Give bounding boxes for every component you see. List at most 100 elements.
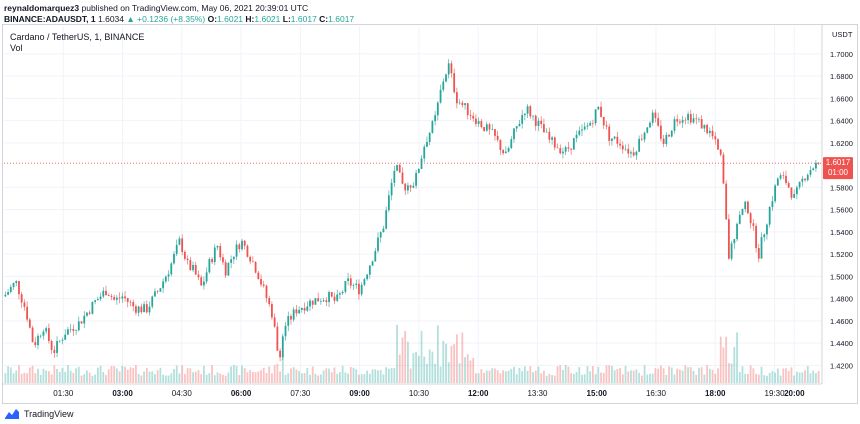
- volume-bar: [72, 372, 75, 383]
- candle-body: [510, 139, 513, 149]
- volume-bar: [325, 368, 328, 383]
- volume-legend[interactable]: Vol: [10, 43, 23, 53]
- open-value: 1.6021: [217, 14, 244, 24]
- candle-body: [499, 139, 502, 151]
- candle-body: [200, 277, 203, 286]
- candle-body: [382, 228, 385, 233]
- candle-body: [371, 261, 374, 266]
- candle-body: [591, 123, 594, 124]
- volume-bar: [776, 368, 779, 383]
- volume-bar: [668, 366, 670, 383]
- candle-body: [393, 170, 396, 183]
- candle-body: [787, 183, 790, 188]
- candle-body: [12, 282, 15, 288]
- volume-bar: [477, 373, 480, 383]
- volume-bar: [67, 365, 69, 383]
- volume-bar: [12, 373, 15, 383]
- candle-body: [779, 175, 782, 179]
- candle-countdown: 01:00: [828, 168, 849, 177]
- candle-body: [815, 162, 817, 169]
- volume-bar: [494, 368, 496, 383]
- volume-bar: [812, 370, 815, 383]
- candle-body: [363, 279, 366, 285]
- volume-bar: [143, 371, 145, 383]
- volume-bar: [311, 366, 314, 383]
- volume-bar: [439, 366, 442, 383]
- candle-body: [156, 291, 159, 293]
- candle-body: [107, 295, 110, 296]
- candle-body: [766, 224, 768, 235]
- candle-body: [279, 350, 281, 358]
- volume-bar: [521, 371, 524, 383]
- y-tick-label: 1.6800: [830, 72, 853, 81]
- volume-bar: [183, 374, 186, 383]
- close-label: C:: [319, 14, 329, 24]
- candle-body: [170, 263, 173, 275]
- volume-bar: [621, 374, 624, 383]
- volume-bar: [771, 370, 774, 383]
- candle-body: [118, 297, 121, 299]
- candle-body: [611, 138, 613, 141]
- volume-bar: [124, 366, 126, 383]
- open-label: O:: [207, 14, 218, 24]
- candle-body: [782, 175, 785, 176]
- candle-body: [583, 126, 586, 130]
- volume-bar: [271, 373, 273, 383]
- volume-bar: [646, 374, 649, 383]
- candle-body: [494, 129, 496, 136]
- volume-bar: [88, 372, 91, 383]
- candle-body: [545, 131, 548, 133]
- candle-body: [232, 256, 235, 260]
- candle-body: [121, 296, 124, 299]
- volume-bar: [37, 368, 39, 383]
- candle-body: [638, 138, 641, 152]
- candle-body: [257, 272, 260, 280]
- publish-info: reynaldomarquez3 published on TradingVie…: [4, 3, 308, 13]
- candle-body: [450, 63, 453, 74]
- x-tick-label: 12:00: [468, 389, 489, 398]
- volume-bar: [341, 365, 344, 383]
- candle-body: [154, 291, 156, 297]
- candle-body: [159, 288, 162, 292]
- volume-bar: [317, 375, 320, 383]
- volume-bar: [265, 373, 268, 383]
- candle-body: [238, 244, 241, 250]
- candle-body: [806, 174, 809, 181]
- volume-bar: [203, 365, 205, 383]
- volume-bar: [189, 368, 192, 383]
- candle-body: [64, 334, 67, 340]
- volume-bar: [657, 368, 660, 383]
- candle-body: [556, 147, 559, 149]
- candle-body: [632, 152, 635, 156]
- candle-body: [235, 244, 238, 257]
- candle-body: [673, 119, 676, 131]
- volume-bar: [339, 372, 341, 383]
- volume-bar: [790, 367, 793, 383]
- volume-bar: [689, 367, 692, 383]
- volume-bar: [170, 373, 173, 383]
- volume-bar: [638, 372, 641, 383]
- volume-bar: [583, 374, 586, 383]
- volume-bar: [254, 372, 257, 383]
- candle-body: [173, 253, 175, 264]
- volume-bar: [336, 373, 339, 383]
- volume-bar: [368, 373, 371, 383]
- candle-body: [423, 146, 426, 159]
- candle-body: [700, 119, 703, 129]
- volume-bar: [251, 371, 254, 383]
- candle-body: [377, 237, 379, 251]
- publisher-name[interactable]: reynaldomarquez3: [4, 3, 80, 13]
- volume-bar: [630, 370, 632, 383]
- volume-bar: [695, 374, 698, 383]
- x-tick-label: 01:30: [53, 389, 74, 398]
- x-tick-label: 15:00: [587, 389, 608, 398]
- volume-bar: [659, 365, 662, 383]
- volume-bar: [232, 365, 235, 383]
- volume-bar: [698, 367, 700, 383]
- volume-bar: [47, 371, 50, 383]
- tradingview-logo-icon: [5, 409, 19, 419]
- volume-bar: [537, 366, 540, 383]
- candle-body: [469, 115, 472, 116]
- tradingview-branding[interactable]: TradingView: [4, 406, 74, 422]
